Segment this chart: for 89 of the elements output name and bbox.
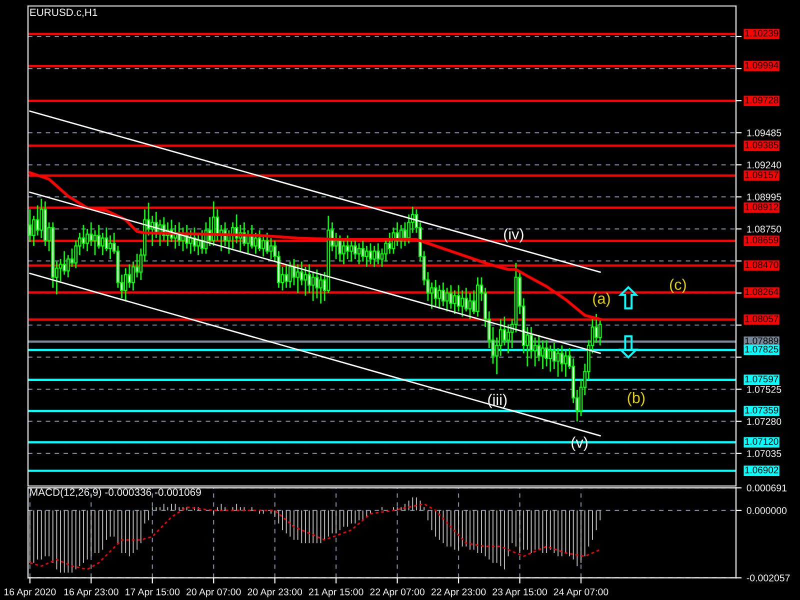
candlestick — [376, 242, 380, 265]
candlestick — [296, 264, 300, 294]
candlestick — [254, 232, 258, 254]
candlestick — [304, 266, 308, 296]
candlestick — [368, 242, 372, 265]
x-tick-label: 22 Apr 07:00 — [370, 588, 424, 598]
candlestick — [36, 204, 40, 236]
candlestick — [40, 198, 44, 239]
x-tick-label: 20 Apr 07:00 — [186, 588, 241, 598]
candlestick — [364, 245, 368, 268]
candlestick — [548, 344, 552, 372]
candlestick — [541, 339, 544, 370]
candlestick — [70, 248, 74, 268]
y-tick-label: 0.000691 — [746, 484, 786, 492]
x-tick-label: 17 Apr 15:00 — [126, 588, 180, 598]
annotation: (iii) — [488, 394, 507, 408]
y-tick-label: 1.09485 — [747, 129, 782, 136]
candlestick — [124, 267, 128, 302]
line-series — [29, 503, 601, 570]
candlestick — [82, 224, 86, 250]
x-tick-label: 21 Apr 15:00 — [308, 588, 364, 598]
ref-line-label: 1.07359 — [745, 406, 778, 414]
ref-line-label: 1.09994 — [745, 62, 778, 69]
candlestick — [93, 230, 97, 256]
candlestick — [100, 232, 104, 256]
candlestick — [468, 292, 472, 320]
ref-line-label: 1.07825 — [745, 346, 778, 353]
x-tick-label: 16 Apr 23:00 — [64, 588, 118, 598]
candlestick — [533, 336, 537, 368]
candlestick — [564, 350, 568, 378]
ref-line-label: 1.09385 — [745, 142, 778, 148]
ref-line-label: 1.07597 — [745, 376, 778, 382]
candlestick — [246, 230, 250, 254]
ref-line-label: 1.07120 — [745, 438, 778, 445]
ref-line-label: 1.07889 — [745, 337, 778, 344]
candlestick — [346, 234, 350, 260]
y-tick-label: 0.000000 — [746, 507, 787, 514]
candlestick — [460, 290, 464, 318]
candlestick — [108, 234, 112, 260]
candlestick — [438, 284, 442, 310]
y-tick-label: 1.07280 — [747, 418, 782, 425]
x-tick-label: 23 Apr 15:00 — [492, 588, 547, 598]
candlestick — [288, 260, 292, 289]
candlestick — [200, 230, 204, 254]
x-tick-label: 22 Apr 23:00 — [431, 588, 486, 598]
candlestick — [212, 200, 216, 247]
candlestick — [311, 271, 315, 302]
annotation: (c) — [670, 278, 686, 293]
ref-line-label: 1.08264 — [745, 288, 778, 296]
y-tick-label: 1.08750 — [747, 226, 782, 233]
y-tick-label: 1.09240 — [747, 162, 782, 168]
chart-title: EURUSD.c,H1 — [30, 8, 98, 18]
ref-line-label: 1.09728 — [745, 96, 778, 104]
annotation: (a) — [593, 292, 610, 307]
candlestick — [350, 240, 354, 262]
ref-line-label: 1.08659 — [745, 236, 778, 244]
candlestick — [372, 245, 376, 268]
candlestick — [338, 234, 342, 262]
candlestick — [284, 264, 288, 289]
chart-title: MACD(12,26,9) -0.000336 -0.001069 — [30, 488, 201, 498]
x-tick-label: 20 Apr 23:00 — [248, 588, 302, 598]
candlestick — [430, 282, 434, 310]
ref-line-label: 1.08057 — [745, 315, 778, 322]
y-tick-label: 1.07035 — [747, 450, 782, 458]
candlestick — [319, 274, 322, 304]
candlestick — [388, 232, 392, 254]
candlestick — [188, 230, 192, 254]
x-tick-label: 24 Apr 07:00 — [554, 588, 608, 598]
candlestick — [128, 264, 132, 289]
candlestick — [357, 242, 361, 265]
ref-line-label: 1.09157 — [745, 171, 778, 178]
candlestick — [594, 313, 598, 344]
y-tick-label: 1.07525 — [747, 386, 782, 393]
annotation: (iv) — [504, 228, 524, 243]
candlestick — [334, 232, 338, 260]
candlestick — [434, 279, 438, 307]
x-tick-label: 16 Apr 2020 — [4, 588, 56, 598]
candlestick — [445, 287, 449, 312]
ref-line-label: 1.08470 — [745, 261, 778, 268]
candlestick — [456, 284, 460, 312]
ref-line-label: 1.08912 — [745, 204, 778, 210]
ref-line-label: 1.06902 — [745, 466, 778, 474]
candlestick — [556, 347, 560, 378]
candlestick — [453, 290, 456, 315]
annotation: (b) — [628, 392, 645, 406]
y-tick-label: -0.002057 — [746, 574, 790, 582]
ref-line-label: 1.10239 — [745, 30, 778, 37]
candlestick — [262, 234, 266, 258]
y-tick-label: 1.08995 — [747, 194, 782, 200]
